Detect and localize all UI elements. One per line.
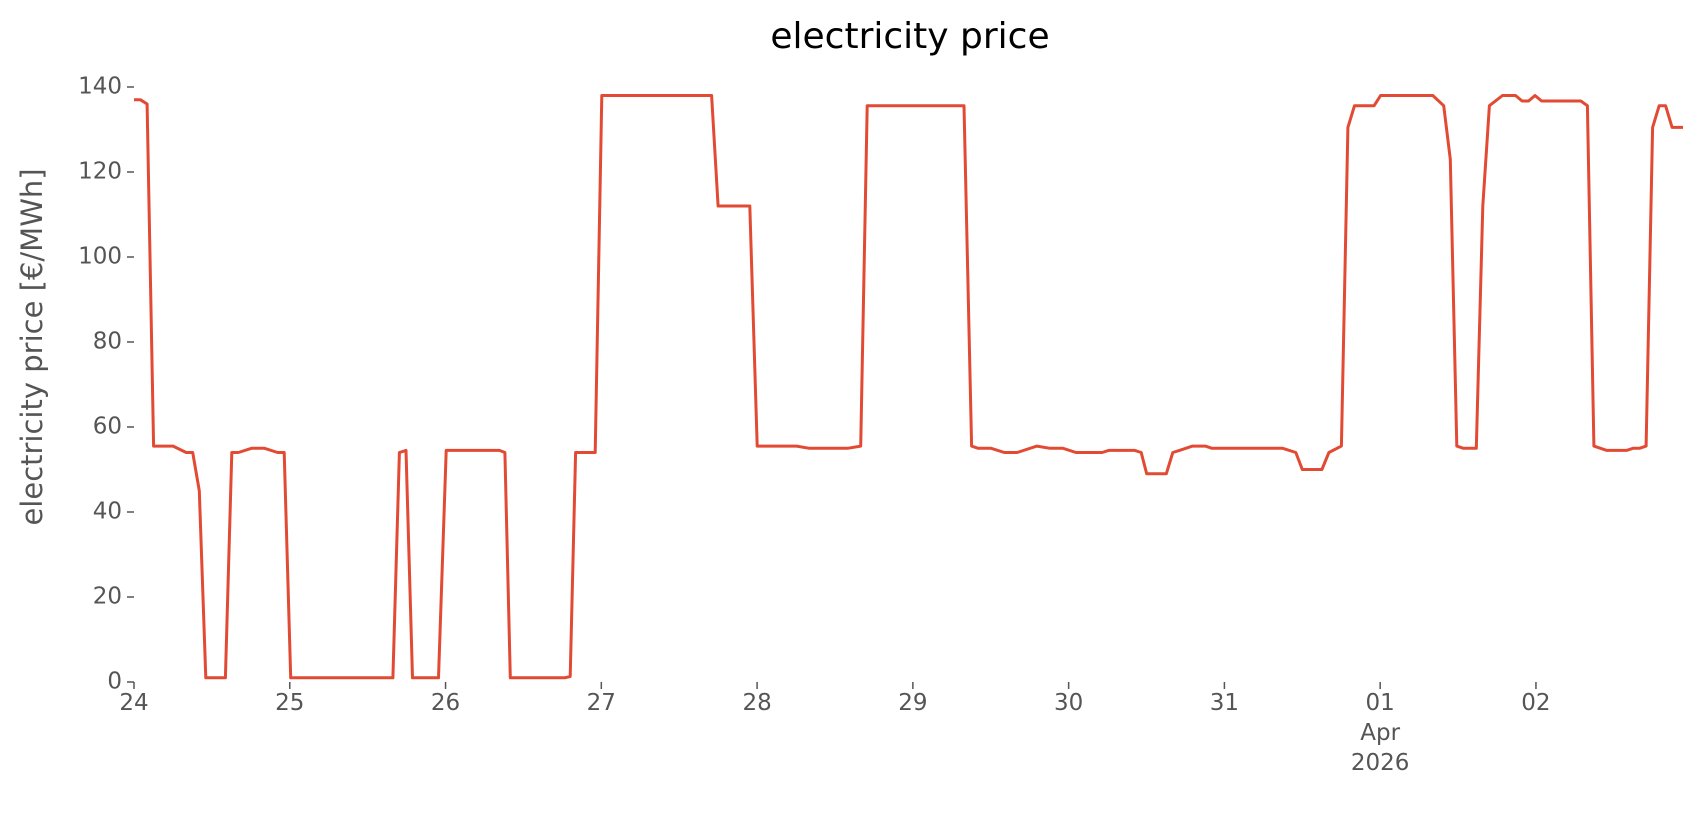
line-series: [134, 94, 1683, 680]
x-tick-label: 02: [1521, 690, 1551, 716]
y-tick-label: 100: [78, 244, 122, 270]
x-tick-label: 26: [430, 690, 461, 716]
y-tick-label: 120: [78, 159, 122, 185]
x-tick-label: 25: [275, 690, 305, 716]
x-tick-label: 28: [742, 690, 772, 716]
x-tick-label: 27: [586, 690, 616, 716]
x-tick-label: 29: [898, 690, 928, 716]
y-tick-label: 20: [93, 584, 122, 610]
y-tick-label: 40: [93, 499, 122, 525]
x-tick-label: 01 Apr 2026: [1350, 690, 1410, 776]
y-tick-label: 80: [93, 329, 122, 355]
y-tick-label: 0: [107, 669, 122, 695]
x-tick-label: 31: [1209, 690, 1240, 716]
y-tick-label: 140: [78, 74, 122, 100]
x-tick-label: 30: [1053, 690, 1084, 716]
y-tick-label: 60: [93, 414, 122, 440]
x-tick-label: 24: [119, 690, 149, 716]
chart-title: electricity price: [770, 16, 1049, 57]
y-axis-label: electricity price [€/MWh]: [15, 168, 49, 525]
